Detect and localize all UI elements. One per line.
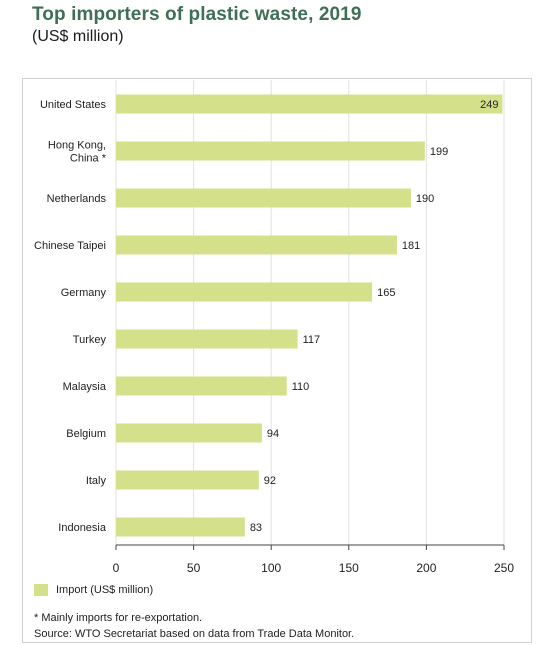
data-label: 94 bbox=[267, 428, 279, 440]
x-tick-label: 200 bbox=[416, 561, 436, 575]
data-label: 181 bbox=[402, 240, 420, 252]
bar bbox=[116, 376, 287, 396]
chart-title: Top importers of plastic waste, 2019 bbox=[32, 4, 362, 25]
x-tick-label: 250 bbox=[494, 561, 514, 575]
category-label: Belgium bbox=[66, 428, 106, 440]
legend: Import (US$ million) bbox=[34, 583, 153, 597]
footnote: * Mainly imports for re-exportation. bbox=[34, 612, 203, 624]
category-label: Italy bbox=[86, 475, 107, 487]
bar bbox=[116, 470, 259, 490]
bar bbox=[116, 517, 245, 537]
data-label: 83 bbox=[250, 522, 262, 534]
category-label: Malaysia bbox=[63, 381, 107, 393]
x-tick-label: 0 bbox=[113, 561, 120, 575]
bar bbox=[116, 235, 397, 255]
x-tick-label: 100 bbox=[261, 561, 281, 575]
category-label: Germany bbox=[61, 287, 107, 299]
data-label: 249 bbox=[480, 99, 498, 111]
source-note: Source: WTO Secretariat based on data fr… bbox=[34, 628, 355, 640]
bar bbox=[116, 423, 262, 443]
data-label: 165 bbox=[377, 287, 395, 299]
category-label: Chinese Taipei bbox=[34, 240, 106, 252]
bar bbox=[116, 329, 298, 349]
category-label: Netherlands bbox=[47, 193, 107, 205]
chart-frame bbox=[22, 78, 532, 643]
category-label: United States bbox=[40, 99, 107, 111]
x-tick-label: 50 bbox=[187, 561, 201, 575]
legend-swatch bbox=[34, 584, 48, 596]
bar bbox=[116, 141, 425, 161]
category-label: Turkey bbox=[73, 334, 107, 346]
legend-label: Import (US$ million) bbox=[56, 584, 154, 596]
data-label: 199 bbox=[430, 146, 448, 158]
bar bbox=[116, 188, 411, 208]
x-tick-label: 150 bbox=[339, 561, 359, 575]
data-label: 92 bbox=[264, 475, 276, 487]
data-label: 117 bbox=[303, 334, 321, 346]
data-label: 110 bbox=[292, 381, 310, 393]
data-label: 190 bbox=[416, 193, 434, 205]
category-label: Indonesia bbox=[58, 522, 107, 534]
bar bbox=[116, 282, 373, 302]
chart-subtitle: (US$ million) bbox=[32, 28, 124, 45]
category-label: Hong Kong, China * bbox=[48, 140, 107, 165]
bar bbox=[116, 94, 503, 114]
